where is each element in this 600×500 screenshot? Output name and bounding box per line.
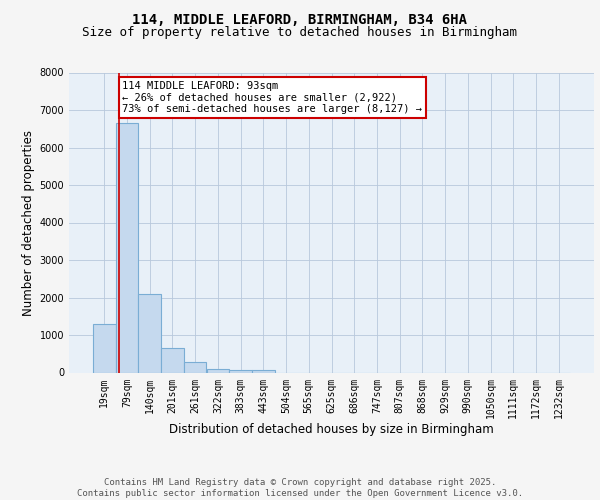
Text: Size of property relative to detached houses in Birmingham: Size of property relative to detached ho… [83, 26, 517, 39]
Text: 114, MIDDLE LEAFORD, BIRMINGHAM, B34 6HA: 114, MIDDLE LEAFORD, BIRMINGHAM, B34 6HA [133, 12, 467, 26]
Bar [161, 348, 184, 372]
X-axis label: Distribution of detached houses by size in Birmingham: Distribution of detached houses by size … [169, 422, 494, 436]
Bar [139, 294, 161, 372]
Bar [229, 370, 252, 372]
Bar [93, 324, 116, 372]
Text: Contains HM Land Registry data © Crown copyright and database right 2025.
Contai: Contains HM Land Registry data © Crown c… [77, 478, 523, 498]
Bar [116, 123, 139, 372]
Bar [184, 362, 206, 372]
Y-axis label: Number of detached properties: Number of detached properties [22, 130, 35, 316]
Bar [252, 370, 275, 372]
Text: 114 MIDDLE LEAFORD: 93sqm
← 26% of detached houses are smaller (2,922)
73% of se: 114 MIDDLE LEAFORD: 93sqm ← 26% of detac… [122, 80, 422, 114]
Bar [206, 369, 229, 372]
